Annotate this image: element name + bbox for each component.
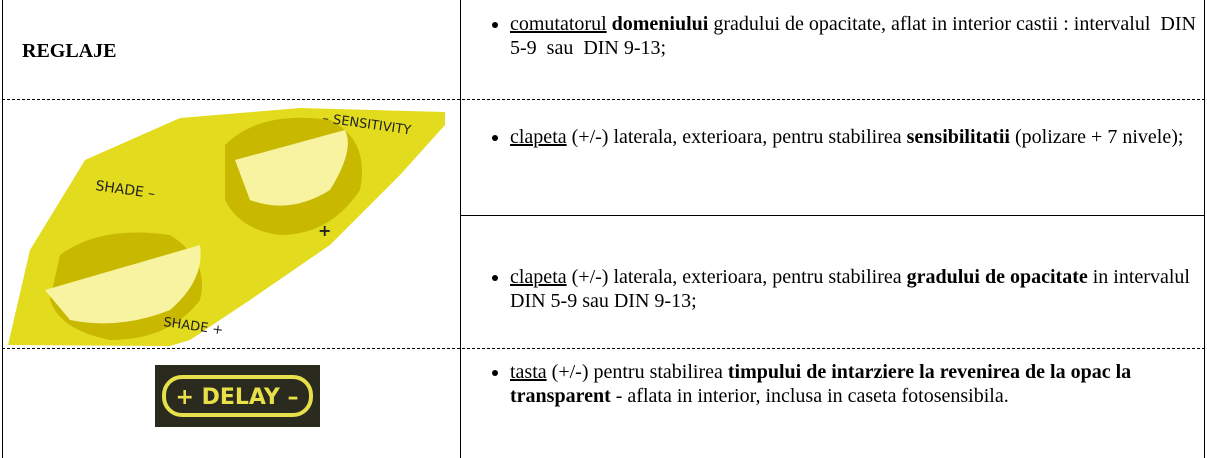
text-run: timpului de intarziere la revenirea de l… — [510, 361, 1137, 407]
row-divider — [2, 99, 1205, 100]
text-run: (+/-) pentru stabilirea — [546, 361, 728, 383]
table-title: REGLAJE — [22, 40, 117, 62]
text-run: (+/-) laterala, exterioara, pentru stabi… — [566, 266, 907, 288]
bullet-item: clapeta (+/-) laterala, exterioara, pent… — [510, 265, 1200, 313]
text-run: - aflata in interior, inclusa in caseta … — [610, 385, 1009, 407]
text-cell: tasta (+/-) pentru stabilirea timpului d… — [470, 360, 1200, 408]
image-label: + — [318, 221, 331, 240]
text-run: tasta — [510, 361, 547, 383]
border — [2, 0, 3, 458]
column-divider — [460, 0, 461, 458]
text-run: domeniului — [611, 13, 709, 35]
bullet-item: comutatorul domeniului gradului de opaci… — [510, 12, 1200, 60]
text-run: clapeta — [510, 126, 567, 148]
image-label: + DELAY – — [176, 385, 299, 410]
text-run: comutatorul — [510, 13, 607, 35]
text-run: clapeta — [510, 266, 567, 288]
text-run: (polizare + 7 nivele); — [1009, 126, 1184, 148]
text-run: sensibilitatii — [906, 126, 1010, 148]
text-run: gradului de opacitate — [906, 266, 1088, 288]
button-outline — [162, 375, 313, 417]
illustrations: – SENSITIVITY SHADE – + SHADE + + DELAY … — [8, 108, 445, 427]
text-run: (+/-) laterala, exterioara, pentru stabi… — [566, 126, 907, 148]
bullet-item: tasta (+/-) pentru stabilirea timpului d… — [510, 360, 1200, 408]
text-run: gradului de opacitate, aflat in interior… — [510, 13, 1201, 59]
knob-face — [45, 245, 201, 324]
row-divider — [460, 215, 1205, 216]
border — [1204, 0, 1205, 458]
text-cell: comutatorul domeniului gradului de opaci… — [470, 12, 1200, 60]
text-run: in intervalul DIN 5-9 sau DIN 9-13; — [510, 266, 1195, 312]
text-cell: clapeta (+/-) laterala, exterioara, pent… — [470, 125, 1200, 149]
knob-face — [235, 130, 348, 206]
bullet-item: clapeta (+/-) laterala, exterioara, pent… — [510, 125, 1200, 149]
text-cell: clapeta (+/-) laterala, exterioara, pent… — [470, 265, 1200, 313]
row-divider — [2, 348, 1205, 349]
